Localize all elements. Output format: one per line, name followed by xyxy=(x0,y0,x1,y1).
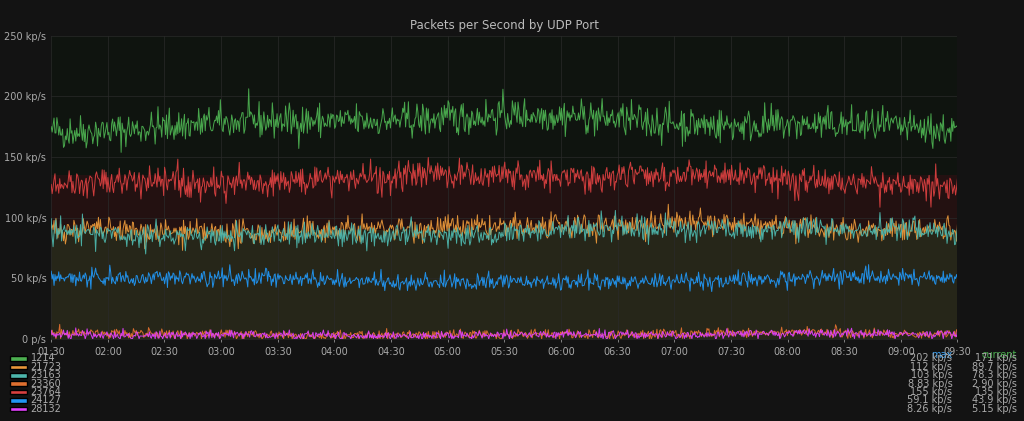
Text: 21723: 21723 xyxy=(31,362,61,372)
Text: 43.9 kp/s: 43.9 kp/s xyxy=(972,395,1017,405)
Text: 135 kp/s: 135 kp/s xyxy=(975,387,1017,397)
Text: current: current xyxy=(981,350,1017,360)
Text: 23764: 23764 xyxy=(31,387,61,397)
Text: 103 kp/s: 103 kp/s xyxy=(910,370,952,380)
Text: 24127: 24127 xyxy=(31,395,61,405)
Text: max: max xyxy=(931,350,952,360)
Text: 8.26 kp/s: 8.26 kp/s xyxy=(907,404,952,414)
Text: 23163: 23163 xyxy=(31,370,61,380)
Text: 89.7 kp/s: 89.7 kp/s xyxy=(972,362,1017,372)
Bar xyxy=(51,230,957,339)
Text: 112 kp/s: 112 kp/s xyxy=(910,362,952,372)
Text: 2.90 kp/s: 2.90 kp/s xyxy=(972,378,1017,389)
Text: 8.83 kp/s: 8.83 kp/s xyxy=(907,378,952,389)
Title: Packets per Second by UDP Port: Packets per Second by UDP Port xyxy=(410,19,599,32)
Text: 78.3 kp/s: 78.3 kp/s xyxy=(972,370,1017,380)
Text: 202 kp/s: 202 kp/s xyxy=(910,353,952,363)
Text: 1214: 1214 xyxy=(31,353,55,363)
Text: 171 kp/s: 171 kp/s xyxy=(975,353,1017,363)
Bar xyxy=(51,36,957,175)
Text: 28132: 28132 xyxy=(31,404,61,414)
Text: 155 kp/s: 155 kp/s xyxy=(910,387,952,397)
Text: 59.1 kp/s: 59.1 kp/s xyxy=(907,395,952,405)
Text: 23360: 23360 xyxy=(31,378,61,389)
Bar xyxy=(51,175,957,230)
Text: 5.15 kp/s: 5.15 kp/s xyxy=(972,404,1017,414)
